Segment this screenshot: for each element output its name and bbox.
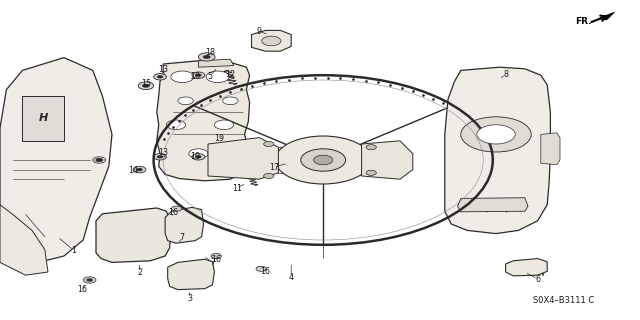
- Text: 16: 16: [77, 285, 87, 294]
- Circle shape: [138, 82, 154, 90]
- Polygon shape: [198, 59, 234, 67]
- Text: FR.: FR.: [575, 17, 591, 26]
- Polygon shape: [506, 259, 547, 276]
- Circle shape: [198, 53, 215, 61]
- Bar: [218, 158, 250, 165]
- Polygon shape: [458, 198, 528, 212]
- Polygon shape: [598, 12, 614, 20]
- Bar: [218, 149, 250, 156]
- Polygon shape: [362, 141, 413, 179]
- Text: 7: 7: [210, 258, 215, 267]
- Bar: [129, 221, 149, 233]
- Text: 7: 7: [180, 233, 185, 242]
- Text: 1: 1: [71, 246, 76, 255]
- Text: 10: 10: [190, 72, 200, 81]
- Text: 6: 6: [535, 275, 540, 284]
- Polygon shape: [252, 30, 291, 51]
- Text: 11: 11: [232, 184, 242, 193]
- Circle shape: [214, 120, 234, 130]
- Text: 19: 19: [214, 134, 224, 143]
- Circle shape: [262, 36, 281, 46]
- Text: 10: 10: [190, 152, 200, 161]
- Bar: [170, 221, 196, 228]
- Circle shape: [195, 74, 202, 77]
- Circle shape: [206, 71, 229, 83]
- Text: 13: 13: [158, 148, 168, 157]
- Circle shape: [136, 168, 143, 171]
- Circle shape: [172, 206, 182, 211]
- Polygon shape: [165, 207, 204, 243]
- Circle shape: [154, 154, 166, 160]
- Text: 16: 16: [168, 208, 178, 217]
- Text: 18: 18: [205, 48, 215, 57]
- Text: H: H: [39, 113, 48, 124]
- Text: 17: 17: [269, 163, 279, 172]
- Circle shape: [301, 149, 346, 171]
- Circle shape: [189, 149, 208, 158]
- Polygon shape: [445, 67, 550, 234]
- Circle shape: [142, 84, 150, 88]
- Circle shape: [86, 278, 93, 282]
- Circle shape: [192, 72, 205, 78]
- Text: 3: 3: [188, 294, 193, 303]
- Text: S0X4–B3111 C: S0X4–B3111 C: [532, 296, 594, 305]
- Circle shape: [154, 74, 166, 80]
- Circle shape: [366, 145, 376, 150]
- Circle shape: [223, 97, 238, 105]
- Polygon shape: [541, 133, 560, 165]
- Text: 16: 16: [260, 268, 271, 276]
- Circle shape: [192, 154, 205, 160]
- Text: 12: 12: [225, 70, 236, 79]
- Circle shape: [195, 155, 202, 158]
- Polygon shape: [0, 205, 48, 275]
- Text: 14: 14: [128, 166, 138, 175]
- Bar: [460, 173, 476, 179]
- Text: 4: 4: [289, 273, 294, 282]
- Bar: [460, 154, 476, 160]
- Circle shape: [366, 170, 376, 175]
- Circle shape: [461, 117, 531, 152]
- Text: 2: 2: [137, 268, 142, 277]
- Circle shape: [178, 97, 193, 105]
- Bar: [104, 236, 125, 248]
- Circle shape: [171, 71, 194, 83]
- Circle shape: [256, 266, 266, 271]
- Text: 16: 16: [211, 255, 221, 264]
- Circle shape: [157, 75, 163, 78]
- Bar: [460, 163, 476, 170]
- Bar: [218, 168, 250, 175]
- Bar: [173, 272, 205, 278]
- Text: 8: 8: [503, 70, 508, 79]
- Circle shape: [314, 155, 333, 165]
- Circle shape: [211, 253, 221, 259]
- Polygon shape: [157, 61, 250, 181]
- Text: 9: 9: [257, 27, 262, 36]
- Polygon shape: [96, 208, 172, 262]
- Circle shape: [275, 136, 371, 184]
- Circle shape: [477, 125, 515, 144]
- Bar: [170, 212, 196, 220]
- Circle shape: [133, 166, 146, 173]
- Circle shape: [166, 120, 186, 130]
- Text: 13: 13: [158, 65, 168, 74]
- Circle shape: [93, 157, 106, 163]
- Polygon shape: [22, 96, 64, 141]
- Text: 5: 5: [207, 72, 212, 81]
- Circle shape: [83, 277, 96, 283]
- Bar: [173, 280, 205, 286]
- Circle shape: [95, 158, 103, 162]
- Circle shape: [264, 173, 274, 179]
- Bar: [104, 221, 125, 233]
- Polygon shape: [208, 138, 278, 179]
- Polygon shape: [0, 58, 112, 262]
- Circle shape: [157, 155, 163, 158]
- Circle shape: [264, 141, 274, 147]
- Bar: [173, 264, 205, 270]
- Text: 15: 15: [141, 79, 151, 88]
- Bar: [129, 236, 149, 248]
- Polygon shape: [168, 259, 214, 290]
- Bar: [170, 230, 196, 237]
- Circle shape: [203, 55, 211, 59]
